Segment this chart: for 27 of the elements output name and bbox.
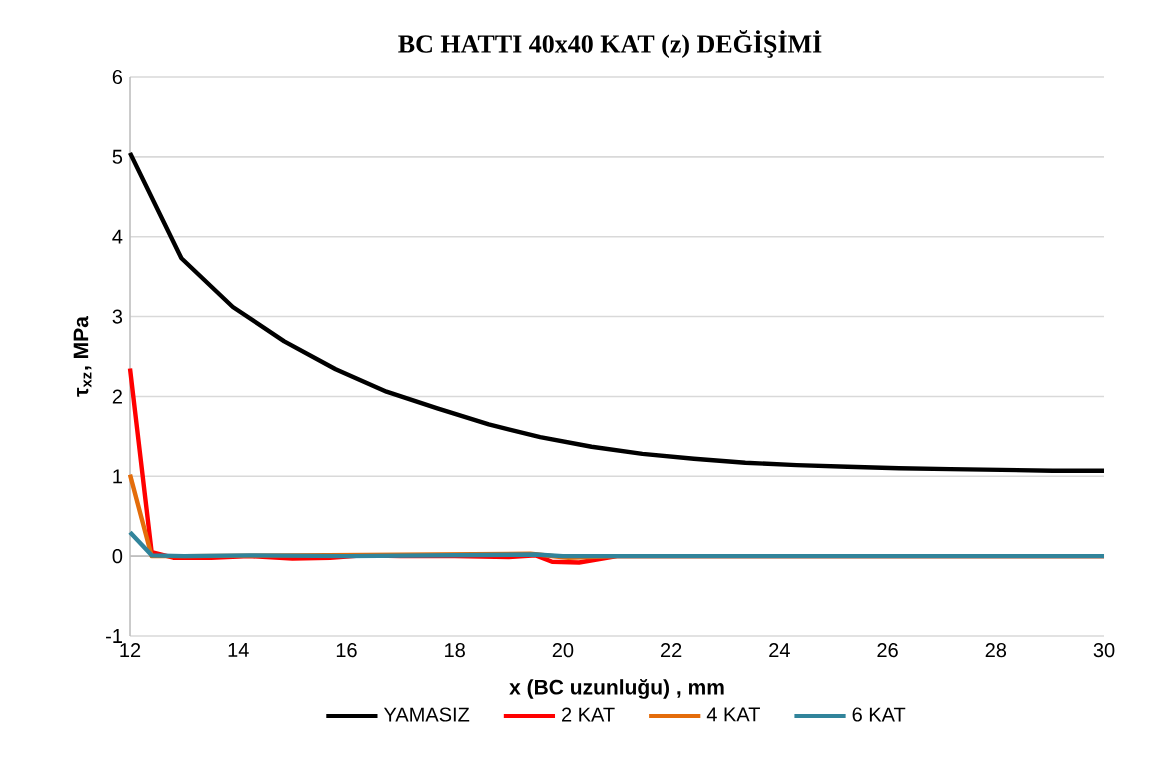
y-axis-title: τ$_{xz}$, MPa bbox=[73, 316, 92, 397]
y-tick-label: 3 bbox=[112, 309, 123, 324]
x-tick-label: 16 bbox=[336, 643, 357, 658]
y-tick-label: 2 bbox=[112, 389, 122, 404]
y-tick-label: 4 bbox=[112, 229, 123, 244]
legend-label: 6 KAT bbox=[852, 707, 906, 722]
legend-label: 2 KAT bbox=[562, 707, 615, 722]
x-tick-label: 20 bbox=[552, 643, 574, 658]
x-tick-label: 22 bbox=[661, 643, 682, 658]
x-tick-label: 30 bbox=[1093, 643, 1115, 658]
x-axis-title: x (BC uzunluğu) , mm bbox=[509, 678, 724, 699]
legend-label: YAMASIZ bbox=[383, 707, 470, 722]
x-tick-label: 24 bbox=[769, 643, 790, 658]
x-tick-label: 28 bbox=[985, 643, 1007, 658]
x-tick-label: 18 bbox=[445, 643, 465, 658]
chart-title: BC HATTI 40x40 KAT (z) DEĞİŞİMİ bbox=[398, 29, 822, 59]
y-tick-label: 5 bbox=[112, 149, 123, 164]
y-tick-label: 0 bbox=[112, 549, 123, 564]
line-series bbox=[127, 529, 1107, 559]
x-tick-label: 12 bbox=[120, 643, 141, 658]
legend-label: 4 KAT bbox=[706, 707, 760, 722]
line-series bbox=[127, 150, 1107, 473]
y-tick-label: 6 bbox=[112, 69, 123, 85]
y-tick-label: -1 bbox=[106, 629, 122, 643]
x-tick-label: 14 bbox=[228, 643, 249, 657]
y-tick-label: 1 bbox=[113, 469, 122, 484]
x-tick-label: 26 bbox=[877, 643, 898, 658]
